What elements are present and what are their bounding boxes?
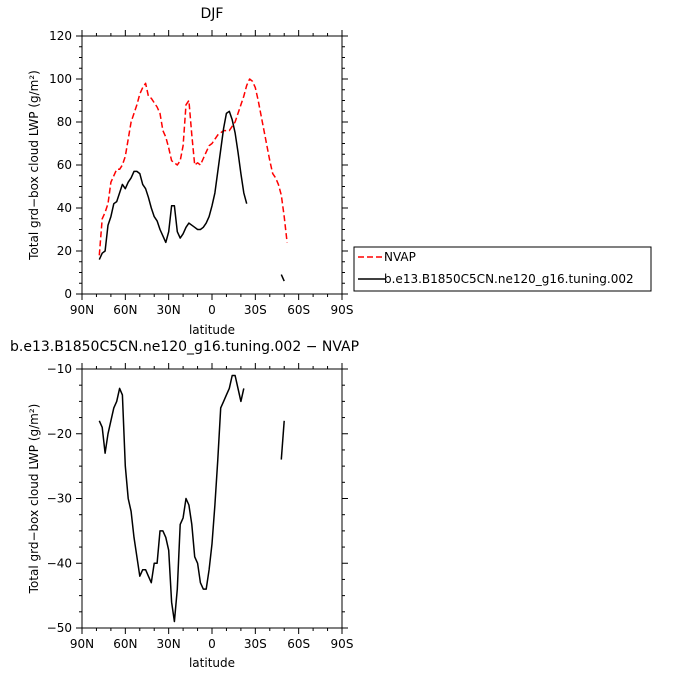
- y-tick-label: 40: [57, 201, 72, 215]
- legend-label: NVAP: [384, 250, 416, 264]
- legend-box: [353, 246, 652, 292]
- x-tick-label: 60S: [287, 637, 310, 651]
- y-axis-label: Total grd−box cloud LWP (g/m²): [27, 404, 41, 595]
- legend: NVAP b.e13.B1850C5CN.ne120_g16.tuning.002: [353, 246, 652, 292]
- y-tick-label: 60: [57, 158, 72, 172]
- chart-title: DJF: [201, 6, 224, 22]
- y-axis-label: Total grd−box cloud LWP (g/m²): [27, 70, 41, 261]
- x-tick-label: 90N: [70, 303, 94, 317]
- legend-label: b.e13.B1850C5CN.ne120_g16.tuning.002: [384, 272, 634, 286]
- x-tick-label: 30N: [157, 637, 181, 651]
- y-tick-label: 120: [49, 29, 72, 43]
- y-tick-label: 100: [49, 72, 72, 86]
- x-tick-label: 90S: [331, 637, 354, 651]
- x-tick-label: 60N: [113, 303, 137, 317]
- y-tick-label: 20: [57, 244, 72, 258]
- y-tick-label: −50: [47, 621, 72, 635]
- x-tick-label: 30S: [244, 637, 267, 651]
- chart-title: b.e13.B1850C5CN.ne120_g16.tuning.002 − N…: [10, 339, 359, 355]
- y-tick-label: −40: [47, 556, 72, 570]
- series-line-b-e13-b1850c5cn-ne120-g16-tuning-002-seg-0: [98, 110, 248, 260]
- x-tick-label: 0: [208, 637, 216, 651]
- x-axis-label: latitude: [189, 656, 235, 670]
- series-line-nvap-seg-0: [98, 78, 288, 256]
- y-tick-label: 0: [64, 287, 72, 301]
- x-tick-label: 90S: [331, 303, 354, 317]
- y-tick-label: 80: [57, 115, 72, 129]
- y-tick-label: −20: [47, 427, 72, 441]
- y-tick-label: −10: [47, 362, 72, 376]
- x-tick-label: 30S: [244, 303, 267, 317]
- x-tick-label: 30N: [157, 303, 181, 317]
- chart-2: b.e13.B1850C5CN.ne120_g16.tuning.002 − N…: [10, 339, 359, 670]
- x-axis-label: latitude: [189, 323, 235, 337]
- x-tick-label: 60S: [287, 303, 310, 317]
- x-tick-label: 60N: [113, 637, 137, 651]
- plot-frame: [81, 368, 343, 629]
- plot-frame: [81, 35, 343, 295]
- y-tick-label: −30: [47, 492, 72, 506]
- series-line-difference-seg-1: [280, 420, 285, 460]
- x-tick-label: 90N: [70, 637, 94, 651]
- series-line-b-e13-b1850c5cn-ne120-g16-tuning-002-seg-1: [280, 274, 285, 282]
- x-tick-label: 0: [208, 303, 216, 317]
- series-line-difference-seg-0: [98, 374, 245, 623]
- chart-1: DJF 90N 60N 30N 0 30S 60S 90S 0 20 40 60 80 100 120 lat…: [27, 6, 652, 337]
